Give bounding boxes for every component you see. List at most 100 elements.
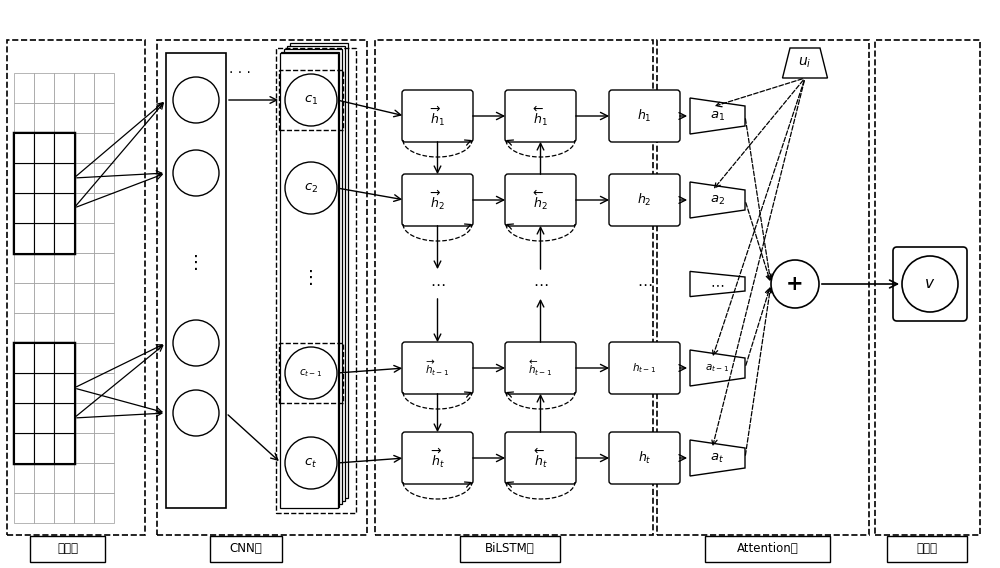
Text: CNN层: CNN层	[230, 542, 262, 556]
FancyBboxPatch shape	[402, 432, 473, 484]
Bar	[94, 193, 114, 223]
Bar	[34, 313, 54, 343]
Text: $\overleftarrow{h}_{t-1}$: $\overleftarrow{h}_{t-1}$	[528, 358, 553, 378]
Bar	[94, 253, 114, 283]
Text: $c_1$: $c_1$	[304, 94, 318, 107]
Bar	[54, 403, 74, 433]
Bar	[54, 313, 74, 343]
Text: $c_2$: $c_2$	[304, 181, 318, 195]
Bar	[460, 536, 560, 562]
Bar	[14, 403, 34, 433]
Bar	[34, 223, 54, 253]
Bar	[54, 253, 74, 283]
Bar	[14, 403, 34, 433]
Bar	[14, 103, 34, 133]
Bar	[34, 493, 54, 523]
Text: $\overleftarrow{h}_2$: $\overleftarrow{h}_2$	[533, 189, 548, 212]
Bar	[14, 343, 34, 373]
Bar	[54, 373, 74, 403]
Bar	[74, 433, 94, 463]
Bar	[34, 163, 54, 193]
Bar	[14, 133, 74, 253]
Text: · · ·: · · ·	[229, 66, 251, 80]
FancyBboxPatch shape	[893, 247, 967, 321]
Bar	[54, 283, 74, 313]
Bar	[94, 373, 114, 403]
Bar	[54, 223, 74, 253]
Bar	[74, 493, 94, 523]
Bar	[281, 52, 339, 507]
Circle shape	[285, 347, 337, 399]
Text: $\cdots$: $\cdots$	[637, 277, 652, 291]
Bar	[14, 343, 34, 373]
Text: BiLSTM层: BiLSTM层	[485, 542, 535, 556]
Text: $c_{t-1}$: $c_{t-1}$	[299, 367, 323, 379]
Bar	[54, 103, 74, 133]
Bar	[14, 223, 34, 253]
Bar	[34, 343, 54, 373]
Bar	[14, 283, 34, 313]
Polygon shape	[690, 272, 745, 296]
Bar	[74, 163, 94, 193]
FancyBboxPatch shape	[402, 342, 473, 394]
Bar	[74, 313, 94, 343]
Bar	[74, 133, 94, 163]
Bar	[54, 163, 74, 193]
Text: $\overleftarrow{h}_1$: $\overleftarrow{h}_1$	[533, 105, 548, 128]
Bar	[74, 283, 94, 313]
Bar	[34, 433, 54, 463]
Bar	[34, 103, 54, 133]
Bar	[34, 193, 54, 223]
Bar	[705, 536, 830, 562]
Text: $\overrightarrow{h}_t$: $\overrightarrow{h}_t$	[431, 446, 444, 470]
Bar	[34, 253, 54, 283]
Bar	[14, 463, 34, 493]
Bar	[54, 493, 74, 523]
Text: $\overrightarrow{h}_2$: $\overrightarrow{h}_2$	[430, 189, 445, 212]
Text: $\overleftarrow{h}_t$: $\overleftarrow{h}_t$	[534, 446, 547, 470]
Bar	[14, 193, 34, 223]
Text: $v$: $v$	[924, 277, 936, 291]
Bar	[14, 313, 34, 343]
Bar	[94, 223, 114, 253]
Text: $u_i$: $u_i$	[798, 56, 812, 70]
Bar	[74, 73, 94, 103]
Circle shape	[285, 162, 337, 214]
Bar	[54, 433, 74, 463]
Bar	[54, 343, 74, 373]
Bar	[54, 133, 74, 163]
Bar	[94, 133, 114, 163]
Bar	[14, 133, 34, 163]
Bar	[14, 73, 34, 103]
Text: $a_{t-1}$: $a_{t-1}$	[705, 362, 730, 374]
FancyBboxPatch shape	[505, 174, 576, 226]
Bar	[14, 433, 34, 463]
Bar	[14, 493, 34, 523]
FancyBboxPatch shape	[609, 174, 680, 226]
Bar	[54, 343, 74, 373]
Bar	[74, 223, 94, 253]
FancyBboxPatch shape	[402, 174, 473, 226]
Bar	[54, 73, 74, 103]
Bar	[74, 193, 94, 223]
Text: Attention层: Attention层	[737, 542, 798, 556]
Circle shape	[285, 437, 337, 489]
Text: $h_{t-1}$: $h_{t-1}$	[632, 361, 657, 375]
Text: 输出层: 输出层	[916, 542, 938, 556]
Bar	[34, 163, 54, 193]
Circle shape	[173, 320, 219, 366]
Bar	[14, 223, 34, 253]
Text: $c_t$: $c_t$	[304, 457, 318, 470]
Bar	[54, 193, 74, 223]
Bar	[210, 536, 282, 562]
Bar	[875, 40, 980, 535]
Bar	[14, 163, 34, 193]
Bar	[74, 103, 94, 133]
Bar	[74, 463, 94, 493]
Bar	[287, 46, 345, 501]
Bar	[14, 433, 34, 463]
Bar	[34, 133, 54, 163]
Polygon shape	[690, 182, 745, 218]
Circle shape	[173, 77, 219, 123]
Bar	[657, 40, 869, 535]
